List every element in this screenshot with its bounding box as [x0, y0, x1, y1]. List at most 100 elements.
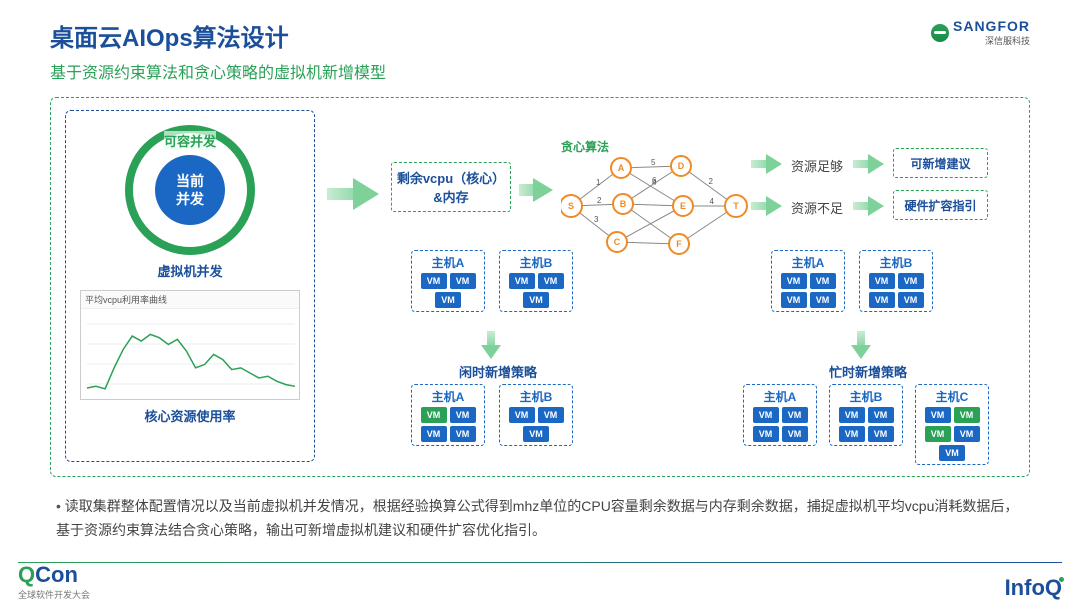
vm-chip: VM — [421, 273, 447, 289]
arrow-2 — [519, 178, 553, 202]
host-name: 主机B — [863, 254, 929, 271]
vm-chip: VM — [509, 407, 535, 423]
host-box: 主机AVMVMVMVM — [771, 250, 845, 312]
arrow-lack-out — [853, 196, 884, 216]
vm-chip: VM — [925, 407, 951, 423]
vm-chip: VM — [898, 273, 924, 289]
host-box: 主机AVMVMVM — [411, 250, 485, 312]
description: 读取集群整体配置情况以及当前虚拟机并发情况，根据经验换算公式得到mhz单位的CP… — [50, 495, 1030, 543]
vm-chip: VM — [939, 445, 965, 461]
svg-text:1: 1 — [596, 178, 601, 187]
svg-text:F: F — [676, 239, 682, 249]
vm-concurrency-label: 虚拟机并发 — [74, 261, 306, 280]
left-box: 可容并发 当前并发 虚拟机并发 平均vcpu利用率曲线 核心资源使用率 — [65, 110, 315, 462]
vm-chip: VM — [450, 407, 476, 423]
brand-sub: 深信服科技 — [985, 36, 1030, 46]
vm-chip: VM — [450, 273, 476, 289]
vm-chip: VM — [523, 292, 549, 308]
vm-chip: VM — [869, 292, 895, 308]
slide: 桌面云AIOps算法设计 基于资源约束算法和贪心策略的虚拟机新增模型 SANGF… — [0, 0, 1080, 607]
svg-text:2: 2 — [597, 196, 602, 205]
vm-chip: VM — [781, 292, 807, 308]
core-usage-label: 核心资源使用率 — [74, 406, 306, 425]
vm-chip: VM — [753, 426, 779, 442]
chart-svg — [81, 304, 300, 399]
vm-chip: VM — [782, 407, 808, 423]
concurrency-ring: 可容并发 当前并发 — [125, 125, 255, 255]
host-name: 主机A — [747, 388, 813, 405]
host-box: 主机BVMVMVMVM — [829, 384, 903, 446]
vm-chip: VM — [435, 292, 461, 308]
host-name: 主机B — [503, 388, 569, 405]
idle-strategy-label: 闲时新增策略 — [459, 362, 537, 381]
vm-chip: VM — [421, 407, 447, 423]
sangfor-icon — [931, 24, 949, 42]
qcon-logo: QCon 全球软件开发大会 — [18, 562, 90, 601]
host-box: 主机CVMVMVMVMVM — [915, 384, 989, 465]
vm-chip: VM — [954, 426, 980, 442]
host-name: 主机B — [503, 254, 569, 271]
vm-chip: VM — [450, 426, 476, 442]
vm-chip: VM — [538, 273, 564, 289]
busy-strategy-label: 忙时新增策略 — [829, 362, 907, 381]
host-name: 主机C — [919, 388, 985, 405]
svg-text:5: 5 — [651, 158, 656, 167]
vm-chip: VM — [954, 407, 980, 423]
titles: 桌面云AIOps算法设计 基于资源约束算法和贪心策略的虚拟机新增模型 — [50, 18, 386, 83]
output-suggest: 可新增建议 — [893, 148, 988, 178]
host-name: 主机A — [415, 254, 481, 271]
host-box: 主机AVMVMVMVM — [743, 384, 817, 446]
svg-text:S: S — [568, 201, 574, 211]
host-box: 主机BVMVMVM — [499, 250, 573, 312]
vm-chip: VM — [509, 273, 535, 289]
brand-logo: SANGFOR 深信服科技 — [931, 18, 1030, 47]
vm-chip: VM — [869, 273, 895, 289]
vm-chip: VM — [753, 407, 779, 423]
page-subtitle: 基于资源约束算法和贪心策略的虚拟机新增模型 — [50, 59, 386, 83]
brand-name: SANGFOR — [953, 18, 1030, 34]
arrow-enough-out — [853, 154, 884, 174]
vm-chip: VM — [810, 292, 836, 308]
vm-chip: VM — [810, 273, 836, 289]
diagram-panel: 可容并发 当前并发 虚拟机并发 平均vcpu利用率曲线 核心资源使用率 剩余vc… — [50, 97, 1030, 477]
vm-chip: VM — [538, 407, 564, 423]
host-box: 主机BVMVMVMVM — [859, 250, 933, 312]
vm-chip: VM — [839, 407, 865, 423]
arrow-enough-in — [751, 154, 782, 174]
svg-text:4: 4 — [710, 197, 715, 206]
svg-text:6: 6 — [652, 176, 657, 185]
infoq-logo: InfoQ — [1005, 575, 1062, 601]
svg-text:3: 3 — [594, 215, 599, 224]
arrow-1 — [327, 178, 379, 210]
svg-text:A: A — [618, 163, 625, 173]
status-enough: 资源足够 — [791, 156, 843, 175]
host-name: 主机A — [775, 254, 841, 271]
vm-chip: VM — [523, 426, 549, 442]
vm-chip: VM — [925, 426, 951, 442]
greedy-graph: 12354624SABCDEFT — [561, 146, 751, 266]
ring-inner: 当前并发 — [155, 155, 225, 225]
vm-chip: VM — [839, 426, 865, 442]
page-title: 桌面云AIOps算法设计 — [50, 18, 386, 53]
header-row: 桌面云AIOps算法设计 基于资源约束算法和贪心策略的虚拟机新增模型 SANGF… — [50, 18, 1030, 83]
ring-top-label: 可容并发 — [164, 131, 216, 150]
host-box: 主机AVMVMVMVM — [411, 384, 485, 446]
svg-text:E: E — [680, 201, 686, 211]
status-lack: 资源不足 — [791, 198, 843, 217]
host-name: 主机B — [833, 388, 899, 405]
vm-chip: VM — [782, 426, 808, 442]
host-box: 主机BVMVMVM — [499, 384, 573, 446]
busy-down-arrow — [851, 331, 871, 359]
vm-chip: VM — [781, 273, 807, 289]
remaining-resource-node: 剩余vcpu（核心）&内存 — [391, 162, 511, 212]
arrow-lack-in — [751, 196, 782, 216]
idle-down-arrow — [481, 331, 501, 359]
svg-text:B: B — [620, 199, 627, 209]
svg-text:C: C — [614, 237, 621, 247]
output-expand: 硬件扩容指引 — [893, 190, 988, 220]
host-name: 主机A — [415, 388, 481, 405]
vm-chip: VM — [868, 426, 894, 442]
usage-chart: 平均vcpu利用率曲线 — [80, 290, 300, 400]
footer: QCon 全球软件开发大会 InfoQ — [18, 562, 1062, 601]
svg-text:2: 2 — [709, 177, 714, 186]
